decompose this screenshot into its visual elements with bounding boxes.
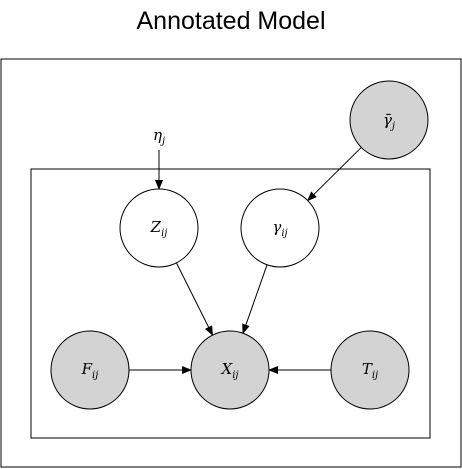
inner-plate bbox=[30, 168, 431, 439]
node-t: Tij bbox=[330, 330, 410, 410]
edges-group bbox=[129, 147, 362, 374]
node-t-circle bbox=[330, 330, 410, 410]
eta-label: ηj bbox=[153, 126, 165, 147]
node-gamma-bar: γ̄j bbox=[349, 80, 429, 160]
edge-gamma_bar-to-gamma bbox=[306, 147, 362, 202]
node-f-label: Fij bbox=[81, 360, 99, 381]
diagram-title: Annotated Model bbox=[136, 7, 325, 35]
edge-gamma-to-x bbox=[242, 264, 268, 335]
node-f-circle bbox=[50, 330, 130, 410]
node-gamma-label: γij bbox=[272, 218, 287, 239]
node-gamma-circle bbox=[240, 188, 320, 268]
node-gamma: γij bbox=[240, 188, 320, 268]
node-x: Xij bbox=[190, 330, 270, 410]
node-f: Fij bbox=[50, 330, 130, 410]
node-z-circle bbox=[119, 188, 199, 268]
node-z-label: Zij bbox=[150, 218, 168, 239]
edge-z-to-x bbox=[175, 262, 214, 337]
node-gamma-bar-label: γ̄j bbox=[383, 111, 395, 132]
node-x-label: Xij bbox=[221, 360, 239, 381]
node-t-label: Tij bbox=[362, 360, 378, 381]
node-x-circle bbox=[190, 330, 270, 410]
outer-plate bbox=[0, 58, 462, 468]
node-z: Zij bbox=[119, 188, 199, 268]
node-gamma-bar-circle bbox=[349, 80, 429, 160]
